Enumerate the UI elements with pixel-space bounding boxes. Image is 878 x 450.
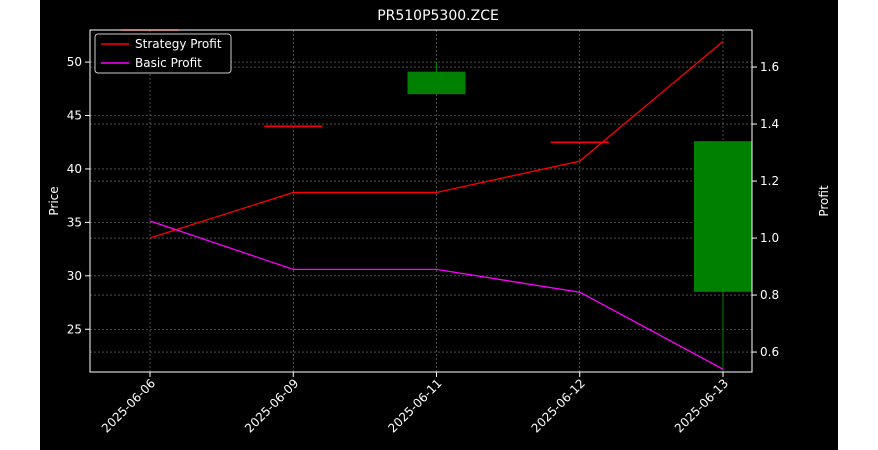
right-tick-label: 1.0 (760, 231, 779, 245)
right-axis-label: Profit (817, 185, 831, 217)
right-tick-label: 0.8 (760, 288, 779, 302)
series-line (149, 220, 724, 370)
right-tick-label: 0.6 (760, 345, 779, 359)
left-y-axis: 25 30 35 40 45 50 (67, 55, 90, 336)
chart-title: PR510P5300.ZCE (377, 8, 499, 24)
right-tick-label: 1.2 (760, 174, 779, 188)
right-tick-label: 1.6 (760, 60, 779, 74)
left-tick-label: 40 (67, 162, 82, 176)
legend-label-basic: Basic Profit (135, 56, 202, 70)
candle-body (694, 141, 752, 292)
series-line (149, 40, 724, 239)
profit-lines (149, 40, 724, 370)
legend-label-strategy: Strategy Profit (135, 37, 222, 51)
left-tick-label: 50 (67, 55, 82, 69)
left-tick-label: 25 (67, 322, 82, 336)
left-tick-label: 30 (67, 269, 82, 283)
plot-frame (89, 29, 753, 373)
candles (121, 29, 752, 372)
left-tick-label: 45 (67, 109, 82, 123)
candle-body (407, 71, 466, 95)
legend: Strategy Profit Basic Profit (94, 33, 232, 74)
left-axis-label: Price (47, 186, 61, 215)
left-tick-label: 35 (67, 215, 82, 229)
right-y-axis: 0.6 0.8 1.0 1.2 1.4 1.6 (752, 60, 779, 359)
right-tick-label: 1.4 (760, 117, 779, 131)
